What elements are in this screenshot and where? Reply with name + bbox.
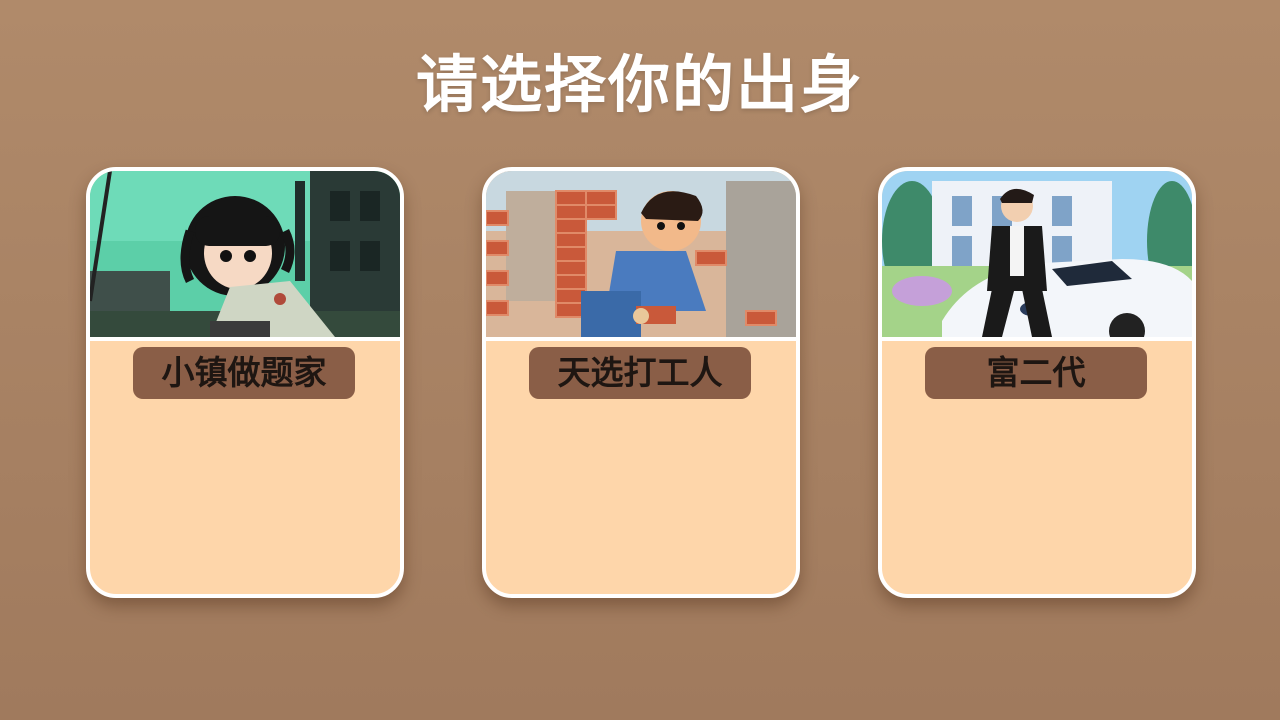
page-title: 请选择你的出身: [415, 48, 864, 121]
boy-carrying-bricks-illustration: [486, 171, 796, 337]
origin-card-worker[interactable]: 天选打工人: [482, 167, 800, 598]
origin-card-small-town[interactable]: 小镇做题家: [86, 167, 404, 598]
origin-card-rich-kid[interactable]: 富二代: [878, 167, 1196, 598]
card-divider: [486, 337, 796, 341]
young-man-with-sports-car-illustration: [882, 171, 1192, 337]
card-divider: [882, 337, 1192, 341]
card-label: 富二代: [925, 347, 1147, 399]
girl-sitting-in-ruins-illustration: [90, 171, 400, 337]
card-label: 天选打工人: [529, 347, 751, 399]
card-label: 小镇做题家: [133, 347, 355, 399]
card-divider: [90, 337, 400, 341]
